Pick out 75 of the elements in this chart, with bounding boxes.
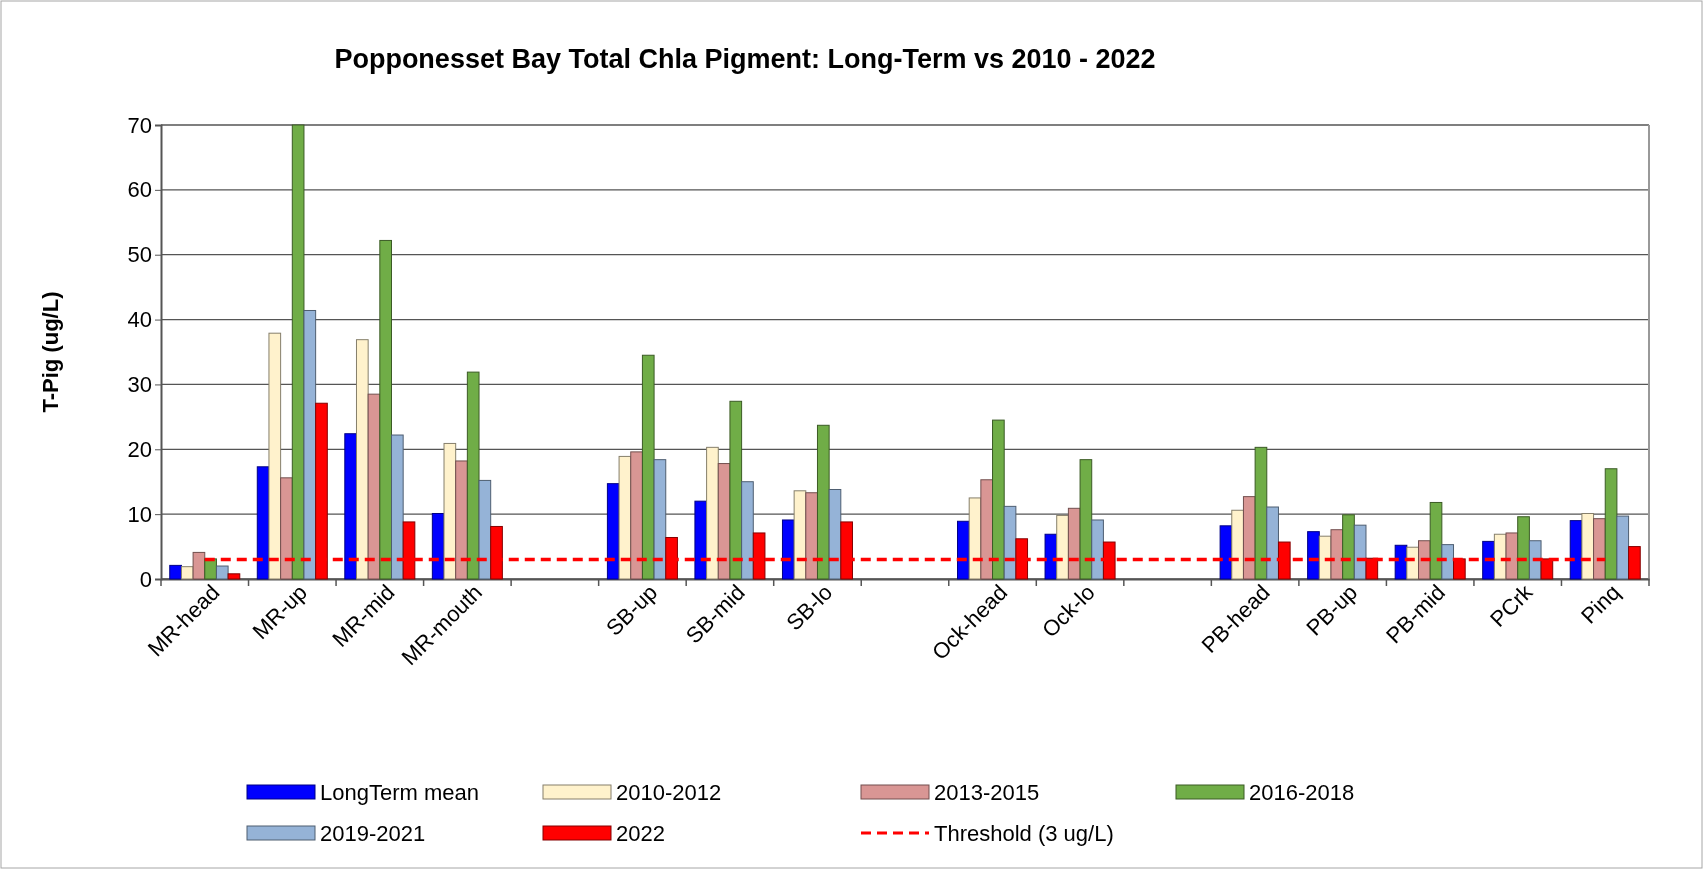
- y-tick-label: 40: [127, 307, 152, 333]
- bar: [443, 442, 457, 580]
- y-tick-label: 70: [127, 112, 152, 138]
- bar: [478, 479, 492, 580]
- bar: [653, 459, 667, 580]
- bar: [280, 477, 293, 580]
- bar: [1056, 514, 1069, 580]
- bar: [957, 520, 970, 580]
- bar: [706, 446, 719, 580]
- bar: [1604, 468, 1618, 580]
- legend-label: 2019-2021: [320, 821, 426, 846]
- y-tick-label: 30: [127, 371, 152, 397]
- bar: [204, 558, 217, 580]
- bar: [192, 551, 206, 580]
- bar: [379, 239, 392, 580]
- bar: [1581, 512, 1595, 580]
- bar: [1044, 533, 1058, 580]
- bar: [1528, 540, 1542, 580]
- legend-label: 2016-2018: [1249, 780, 1355, 805]
- bar: [828, 489, 842, 580]
- bar: [1593, 518, 1606, 580]
- bar: [816, 424, 830, 580]
- bar: [1307, 531, 1320, 580]
- bar: [1219, 525, 1233, 580]
- bar: [1079, 459, 1093, 580]
- bar: [1003, 505, 1017, 580]
- bar: [980, 479, 994, 580]
- bar: [466, 371, 480, 580]
- y-tick-label: 50: [127, 242, 152, 268]
- bar: [303, 309, 317, 580]
- bar: [1517, 516, 1530, 580]
- bar: [355, 339, 369, 580]
- bar: [1482, 540, 1495, 580]
- bar: [1330, 529, 1344, 580]
- bar: [1418, 540, 1431, 580]
- bar: [1505, 532, 1519, 580]
- bar: [367, 393, 381, 580]
- bar: [1441, 544, 1455, 580]
- y-tick-label: 20: [127, 436, 152, 462]
- bar: [1231, 509, 1244, 580]
- bar: [992, 419, 1005, 580]
- bar: [630, 451, 643, 580]
- bar: [1254, 446, 1268, 580]
- bar: [344, 433, 357, 580]
- y-tick-label: 60: [127, 177, 152, 203]
- bar: [1266, 506, 1279, 580]
- bar: [215, 565, 229, 580]
- legend-label: LongTerm mean: [320, 780, 479, 805]
- legend-label: 2022: [616, 821, 665, 846]
- bar: [741, 481, 754, 580]
- legend-label: 2013-2015: [934, 780, 1040, 805]
- bar: [1429, 501, 1443, 580]
- bar: [268, 332, 282, 580]
- bar: [1342, 514, 1355, 580]
- bar: [1353, 524, 1367, 580]
- bar: [180, 566, 194, 580]
- bar: [618, 455, 632, 580]
- bar: [805, 492, 818, 580]
- y-tick-label: 10: [127, 501, 152, 527]
- bar: [227, 573, 241, 580]
- bar: [1091, 519, 1104, 580]
- chart-title: Popponesset Bay Total Chla Pigment: Long-Term vs 2010 - 2022: [334, 44, 1156, 74]
- bar: [169, 564, 182, 580]
- bar: [1628, 546, 1641, 580]
- bar: [641, 354, 655, 580]
- y-axis-title: T-Pig (ug/L): [38, 291, 63, 413]
- bar: [694, 500, 708, 580]
- legend-label: Threshold (3 ug/L): [934, 821, 1114, 846]
- legend-label: 2010-2012: [616, 780, 722, 805]
- bar: [1616, 515, 1630, 580]
- bar: [793, 490, 807, 580]
- bar: [455, 460, 468, 580]
- bar: [291, 124, 305, 580]
- bar: [390, 434, 404, 580]
- bar: [729, 400, 743, 580]
